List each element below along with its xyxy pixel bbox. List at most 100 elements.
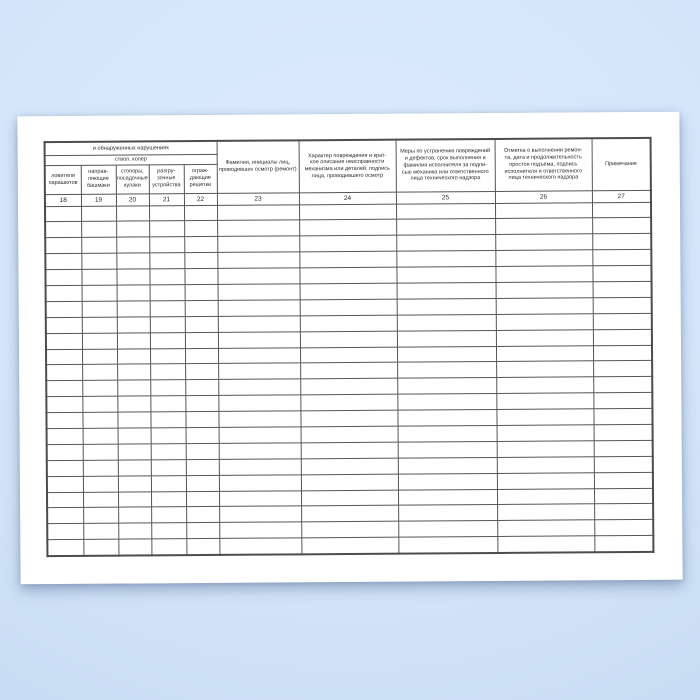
empty-cell <box>398 536 498 554</box>
empty-cell <box>496 345 594 362</box>
empty-cell <box>150 411 186 428</box>
empty-cell <box>218 410 301 428</box>
empty-cell <box>117 459 151 476</box>
empty-cell <box>118 539 152 556</box>
empty-cell <box>186 506 220 523</box>
empty-cell <box>396 202 496 220</box>
empty-cell <box>396 234 496 252</box>
empty-cell <box>81 205 117 222</box>
table-row <box>47 535 654 556</box>
empty-cell <box>151 507 187 524</box>
empty-cell <box>495 313 593 331</box>
empty-cell <box>116 284 150 301</box>
column-header-21: разгру- зочные устройства <box>148 164 184 194</box>
empty-cell <box>116 237 150 254</box>
empty-cell <box>45 285 82 302</box>
empty-cell <box>592 217 652 235</box>
empty-cell <box>45 317 82 334</box>
empty-cell <box>299 299 397 316</box>
empty-cell <box>82 412 118 429</box>
empty-cell <box>46 412 83 429</box>
journal-table: и обнаруженных нарушениях Фамилия, иници… <box>43 136 655 557</box>
empty-cell <box>185 490 220 508</box>
column-header-19: направ- ляющие башмаки <box>80 164 116 194</box>
empty-cell <box>185 459 219 476</box>
empty-cell <box>46 428 83 445</box>
empty-cell <box>45 301 82 318</box>
empty-cell <box>495 329 594 346</box>
continuation-note: и обнаруженных нарушениях <box>44 140 217 156</box>
empty-cell <box>46 348 83 366</box>
empty-cell <box>593 472 654 489</box>
empty-cell <box>45 253 82 270</box>
empty-cell <box>495 218 593 235</box>
empty-cell <box>218 458 301 476</box>
empty-cell <box>150 475 186 492</box>
empty-cell <box>118 523 152 540</box>
empty-cell <box>301 537 399 554</box>
empty-cell <box>396 218 496 236</box>
empty-cell <box>217 315 300 333</box>
empty-cell <box>218 474 302 491</box>
empty-cell <box>396 330 497 347</box>
empty-cell <box>151 522 187 540</box>
empty-cell <box>184 252 218 269</box>
empty-cell <box>219 522 302 539</box>
empty-cell <box>496 440 594 458</box>
empty-cell <box>397 441 497 458</box>
empty-cell <box>184 220 218 237</box>
empty-cell <box>592 265 652 282</box>
empty-cell <box>46 444 83 461</box>
empty-cell <box>217 236 300 253</box>
column-header-25: Меры по устранению повреждений и дефекто… <box>395 138 495 192</box>
empty-cell <box>82 380 118 397</box>
empty-cell <box>299 267 397 284</box>
empty-cell <box>592 313 652 330</box>
empty-cell <box>397 409 497 427</box>
empty-cell <box>495 202 593 219</box>
empty-cell <box>592 329 653 346</box>
empty-cell <box>117 427 151 444</box>
empty-cell <box>397 377 497 395</box>
empty-cell <box>186 522 220 539</box>
column-number-21: 21 <box>148 193 184 206</box>
empty-cell <box>299 330 398 348</box>
empty-cell <box>217 299 300 317</box>
empty-cell <box>184 316 218 333</box>
empty-cell <box>149 268 185 285</box>
empty-cell <box>592 297 652 314</box>
empty-cell <box>81 237 117 254</box>
empty-cell <box>46 460 83 477</box>
empty-cell <box>593 408 653 425</box>
table-body <box>45 201 654 556</box>
empty-cell <box>300 378 398 396</box>
empty-cell <box>496 377 594 394</box>
empty-cell <box>116 205 150 222</box>
column-number-20: 20 <box>115 193 149 206</box>
empty-cell <box>497 488 595 505</box>
empty-cell <box>82 491 119 508</box>
empty-cell <box>83 539 119 556</box>
empty-cell <box>593 344 653 362</box>
continuation-row: и обнаруженных нарушениях Фамилия, иници… <box>44 137 651 193</box>
empty-cell <box>397 361 497 379</box>
empty-cell <box>47 539 84 556</box>
empty-cell <box>117 475 151 492</box>
empty-cell <box>46 396 83 413</box>
empty-cell <box>397 457 497 474</box>
column-header-22: ограж- дающие решетки <box>183 163 217 194</box>
empty-cell <box>496 392 594 410</box>
empty-cell <box>45 221 82 238</box>
empty-cell <box>46 476 83 493</box>
empty-cell <box>495 281 593 299</box>
empty-cell <box>593 424 653 441</box>
empty-cell <box>497 536 595 553</box>
empty-cell <box>117 443 151 460</box>
empty-cell <box>47 523 84 540</box>
empty-cell <box>300 362 398 380</box>
empty-cell <box>116 253 150 270</box>
empty-cell <box>593 440 653 457</box>
empty-cell <box>300 410 398 427</box>
empty-cell <box>219 490 302 507</box>
empty-cell <box>118 507 152 524</box>
